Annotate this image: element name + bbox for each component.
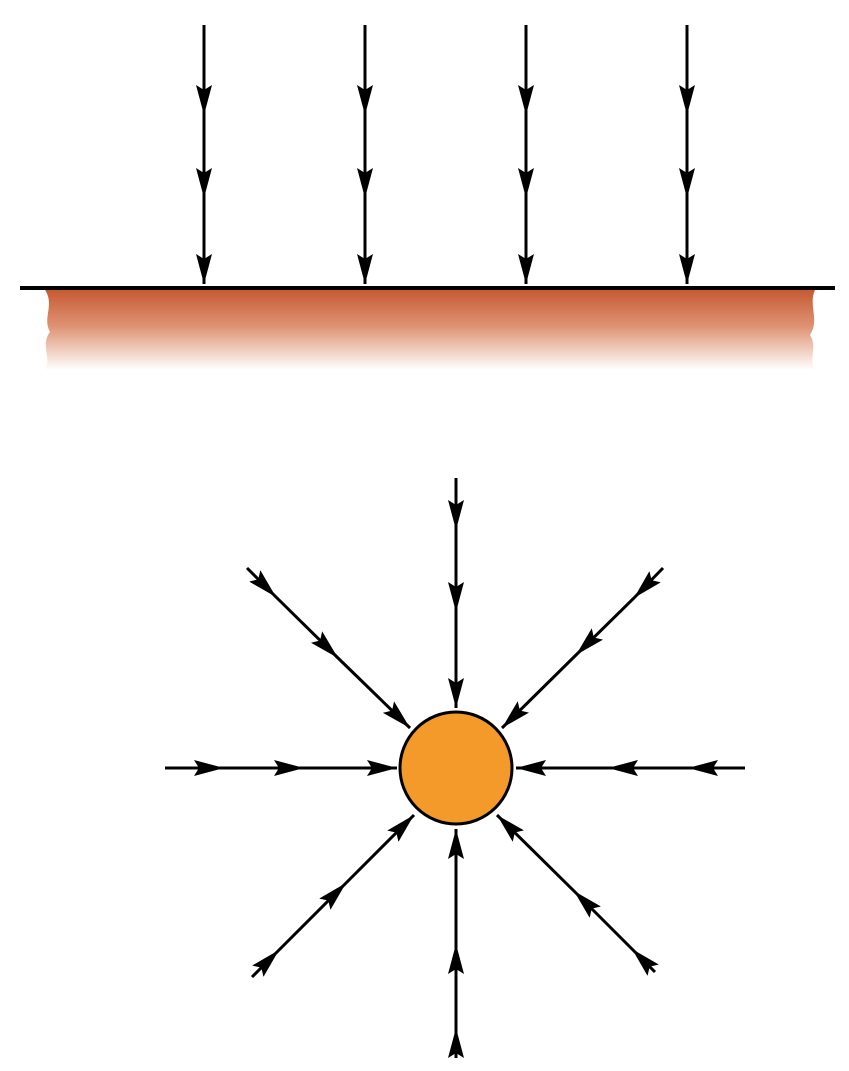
parallel-field: [196, 25, 695, 284]
field-arrow: [500, 566, 665, 730]
field-arrow: [245, 566, 412, 730]
field-arrow: [495, 813, 659, 976]
mass: [398, 710, 514, 826]
field-arrow: [250, 813, 416, 979]
radial-field: [165, 478, 745, 1058]
ground: [20, 286, 835, 370]
soil: [45, 290, 815, 370]
